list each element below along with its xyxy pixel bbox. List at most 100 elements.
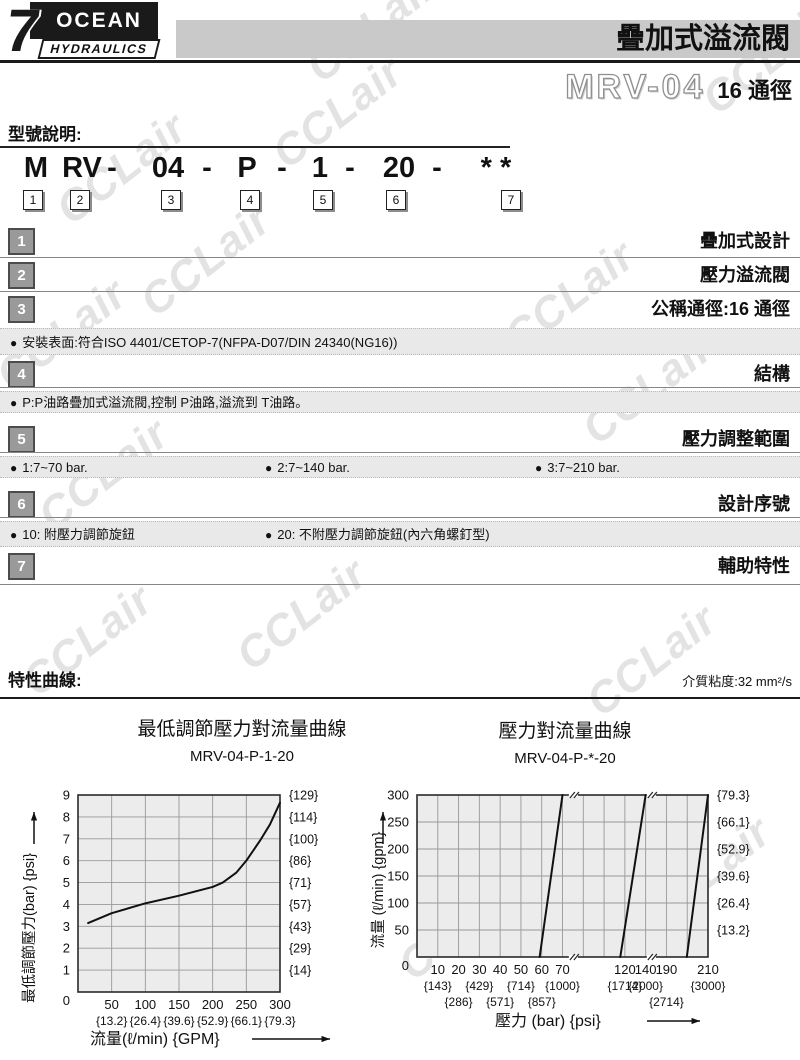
model-code-part: - <box>202 152 212 184</box>
svg-text:{79.3}: {79.3} <box>717 789 750 803</box>
design-series-1-text: 10: 附壓力調節旋鈕 <box>22 527 135 542</box>
spec-row-4: 4 結構 <box>0 361 800 388</box>
pressure-range-1-text: 1:7~70 bar. <box>22 460 88 475</box>
design-series-2-text: 20: 不附壓力調節旋鈕(內六角螺釘型) <box>277 527 490 542</box>
svg-text:{129}: {129} <box>289 789 318 803</box>
svg-text:70: 70 <box>555 962 569 977</box>
svg-text:{52.9}: {52.9} <box>197 1014 228 1028</box>
divider <box>0 291 800 292</box>
pressure-range-2-text: 2:7~140 bar. <box>277 460 350 475</box>
svg-text:0: 0 <box>402 958 409 973</box>
model-code-part: RV <box>62 152 102 184</box>
spec-title-3: 公稱通徑:16 通徑 <box>650 299 790 319</box>
spec-badge-4: 4 <box>8 361 35 388</box>
bullet-icon: ● <box>10 336 18 350</box>
divider <box>0 452 800 453</box>
divider <box>0 517 800 518</box>
svg-text:250: 250 <box>235 997 257 1012</box>
svg-text:100: 100 <box>387 896 409 911</box>
svg-text:{2000}: {2000} <box>628 979 663 993</box>
bullet-icon: ● <box>265 461 273 475</box>
spec-badge-2: 2 <box>8 262 35 289</box>
model-code-part: 20 <box>382 152 416 184</box>
min-pressure-flow-chart: 1 {14} 2 {29} 3 {43} 4 {57} 5 {71} 6 {86} 7 {100} 8 {11… <box>0 778 360 1060</box>
svg-text:{14}: {14} <box>289 964 311 978</box>
curves-rule <box>0 697 800 699</box>
divider <box>0 584 800 585</box>
header-rule <box>0 60 800 63</box>
svg-text:流量(ℓ/min) {GPM}: 流量(ℓ/min) {GPM} <box>90 1030 220 1048</box>
svg-text:10: 10 <box>431 962 445 977</box>
spec-badge-6: 6 <box>8 491 35 518</box>
svg-text:{100}: {100} <box>289 832 318 846</box>
divider <box>0 387 800 388</box>
model-bore-size: 16 通徑 <box>717 78 792 103</box>
pressure-range-3-text: 3:7~210 bar. <box>547 460 620 475</box>
spec-badge-1: 1 <box>8 228 35 255</box>
design-series-bar: ● 10: 附壓力調節旋鈕 ● 20: 不附壓力調節旋鈕(內六角螺釘型) <box>0 521 800 547</box>
right-chart-subtitle: MRV-04-P-*-20 <box>514 750 616 767</box>
spec-badge-3: 3 <box>8 296 35 323</box>
spec-badge-7: 7 <box>8 553 35 580</box>
model-code-position-2: 2 <box>70 190 90 210</box>
svg-text:{57}: {57} <box>289 898 311 912</box>
svg-text:{1000}: {1000} <box>545 979 580 993</box>
svg-text:{52.9}: {52.9} <box>717 843 750 857</box>
svg-text:50: 50 <box>514 962 528 977</box>
spec-title-4: 結構 <box>754 364 790 384</box>
spec-title-2: 壓力溢流閥 <box>700 265 790 285</box>
right-chart-title: 壓力對流量曲線 <box>498 721 632 742</box>
svg-text:{143}: {143} <box>424 979 452 993</box>
svg-text:6: 6 <box>63 853 70 868</box>
structure-note-bar: ● P:P油路疊加式溢流閥,控制 P油路,溢流到 T油路。 <box>0 391 800 413</box>
svg-text:7: 7 <box>63 831 70 846</box>
model-code-part: P <box>237 152 257 184</box>
svg-text:40: 40 <box>493 962 507 977</box>
svg-text:150: 150 <box>387 869 409 884</box>
left-chart-subtitle: MRV-04-P-1-20 <box>190 748 294 765</box>
mounting-note-bar: ● 安裝表面:符合ISO 4401/CETOP-7(NFPA-D07/DIN 24… <box>0 328 800 355</box>
svg-text:5: 5 <box>63 875 70 890</box>
svg-text:{714}: {714} <box>507 979 535 993</box>
mounting-note: ● 安裝表面:符合ISO 4401/CETOP-7(NFPA-D07/DIN 24… <box>10 329 397 357</box>
svg-text:{571}: {571} <box>486 995 514 1009</box>
svg-text:150: 150 <box>168 997 190 1012</box>
bullet-icon: ● <box>10 461 18 475</box>
svg-text:100: 100 <box>134 997 156 1012</box>
svg-text:190: 190 <box>656 962 678 977</box>
svg-text:1: 1 <box>63 963 70 978</box>
brand-logo: OCEAN 7 HYDRAULICS <box>1 0 161 64</box>
model-code-part: 04 <box>151 152 185 184</box>
logo-hydraulics-text: HYDRAULICS <box>48 42 150 56</box>
svg-text:0: 0 <box>63 993 70 1008</box>
model-number: MRV-04 <box>565 67 706 106</box>
bullet-icon: ● <box>10 396 18 410</box>
header-gray-bar: 疊加式溢流閥 <box>176 20 800 58</box>
svg-text:{66.1}: {66.1} <box>231 1014 262 1028</box>
svg-text:{114}: {114} <box>289 810 317 824</box>
spec-title-6: 設計序號 <box>718 494 790 514</box>
structure-note: ● P:P油路疊加式溢流閥,控制 P油路,溢流到 T油路。 <box>10 392 308 414</box>
pressure-range-bar: ● 1:7~70 bar. ● 2:7~140 bar. ● 3:7~210 bar. <box>0 456 800 478</box>
structure-note-text: P:P油路疊加式溢流閥,控制 P油路,溢流到 T油路。 <box>22 395 309 410</box>
spec-badge-5: 5 <box>8 426 35 453</box>
svg-text:50: 50 <box>395 923 409 938</box>
page-title: 疊加式溢流閥 <box>615 23 790 55</box>
svg-text:{71}: {71} <box>289 876 311 890</box>
svg-text:{429}: {429} <box>465 979 493 993</box>
curve <box>619 794 647 958</box>
logo-ocean-box: OCEAN <box>30 2 158 39</box>
divider <box>0 257 800 258</box>
model-designation: MRV-04 16 通徑 <box>565 67 792 107</box>
model-code-part: 1 <box>311 152 329 184</box>
svg-text:200: 200 <box>387 842 409 857</box>
svg-text:250: 250 <box>387 815 409 830</box>
curve <box>87 801 281 925</box>
design-series-option-1: ● 10: 附壓力調節旋鈕 <box>10 522 135 548</box>
svg-text:{39.6}: {39.6} <box>163 1014 194 1028</box>
model-code-part: - <box>432 152 442 184</box>
curves-heading: 特性曲線: <box>8 671 82 690</box>
model-code-position-5: 5 <box>313 190 333 210</box>
